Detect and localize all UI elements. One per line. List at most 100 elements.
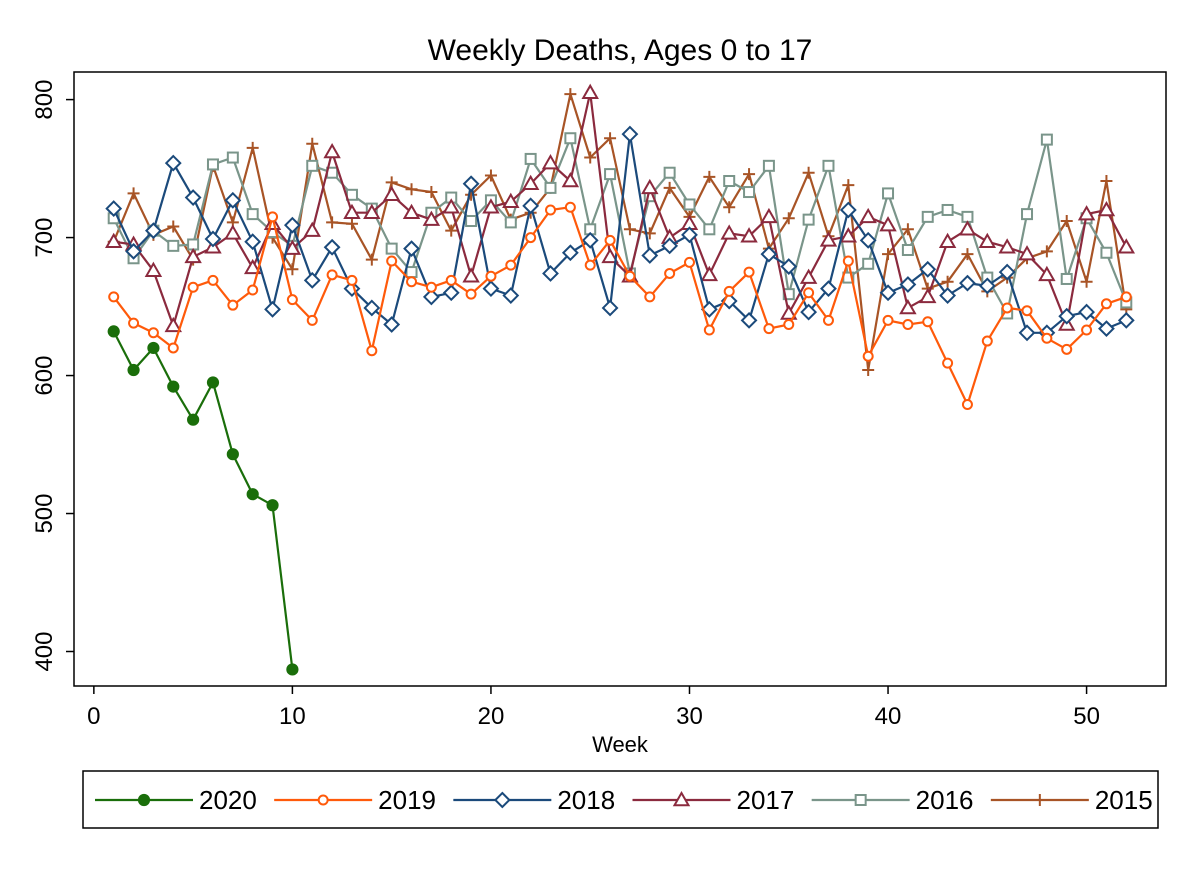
data-point — [402, 203, 421, 219]
data-point — [323, 143, 341, 159]
data-point — [306, 314, 318, 326]
data-point — [882, 314, 894, 326]
data-point — [561, 244, 579, 262]
data-point — [723, 175, 736, 188]
data-point — [1080, 275, 1093, 288]
data-point — [621, 125, 639, 143]
data-point — [919, 287, 937, 304]
data-point — [942, 357, 954, 369]
data-point — [780, 304, 798, 320]
data-point — [105, 200, 123, 218]
data-point — [147, 341, 160, 355]
data-point — [465, 288, 477, 300]
data-point — [127, 363, 140, 377]
data-point — [683, 198, 696, 211]
data-point — [366, 345, 378, 357]
data-point — [107, 325, 120, 338]
data-point — [1098, 320, 1115, 338]
data-point — [541, 154, 560, 170]
data-point — [386, 255, 398, 267]
legend: 2020 2019 2018 2017 2016 2015 — [82, 770, 1159, 829]
data-point — [283, 239, 302, 255]
data-point — [442, 198, 460, 214]
data-point — [385, 242, 398, 255]
data-point — [1117, 311, 1135, 329]
data-point — [521, 174, 540, 191]
legend-item-2017: 2017 — [632, 785, 794, 815]
series-line-2019 — [112, 206, 1127, 406]
data-point — [1117, 238, 1136, 254]
data-point — [346, 274, 358, 286]
series-line-2017 — [113, 91, 1128, 327]
data-point — [184, 247, 202, 264]
data-point — [862, 350, 874, 362]
series-line-2018 — [112, 133, 1127, 334]
data-point — [382, 185, 401, 202]
data-point — [1033, 794, 1046, 806]
x-tick-label: 20 — [478, 703, 505, 730]
data-point — [802, 213, 815, 226]
data-point — [345, 188, 358, 201]
data-point — [164, 316, 182, 333]
data-point — [938, 232, 957, 248]
data-point — [326, 216, 339, 229]
data-point — [839, 201, 857, 219]
data-point — [644, 291, 656, 303]
data-point — [406, 276, 418, 288]
data-point — [901, 223, 914, 236]
data-point — [919, 260, 937, 278]
data-point — [800, 303, 818, 321]
data-point — [383, 316, 401, 333]
data-point — [743, 186, 756, 199]
data-point — [244, 233, 262, 251]
data-point — [1038, 265, 1056, 282]
data-point — [247, 284, 259, 296]
data-point — [564, 88, 577, 101]
data-point — [584, 259, 596, 271]
data-point — [763, 323, 775, 335]
data-point — [1018, 324, 1036, 342]
data-point — [899, 298, 917, 315]
data-point — [641, 247, 659, 264]
data-point — [664, 267, 676, 279]
data-point — [822, 159, 835, 172]
data-point — [422, 288, 440, 306]
data-point — [505, 259, 517, 271]
data-point — [839, 227, 858, 243]
data-point — [1040, 245, 1053, 258]
legend-label: 2019 — [378, 785, 436, 815]
data-point — [623, 223, 636, 236]
data-point — [760, 207, 778, 224]
data-point — [720, 224, 738, 240]
y-tick-label: 700 — [31, 218, 58, 258]
data-point — [125, 242, 142, 260]
data-point — [144, 261, 163, 277]
data-point — [760, 245, 778, 263]
data-point — [672, 790, 691, 807]
data-point — [842, 255, 854, 267]
y-tick-label: 500 — [31, 494, 58, 534]
data-point — [604, 132, 617, 145]
data-point — [820, 280, 837, 298]
data-point — [641, 178, 659, 195]
data-point — [941, 203, 954, 216]
data-point — [902, 318, 914, 330]
y-tick-label: 800 — [31, 80, 58, 120]
data-point — [740, 311, 758, 329]
legend-item-2019: 2019 — [274, 785, 436, 815]
data-point — [167, 239, 180, 252]
data-point — [604, 168, 617, 181]
data-point — [762, 159, 775, 172]
data-point — [137, 793, 151, 807]
data-point — [998, 263, 1016, 281]
data-point — [700, 300, 718, 318]
series-2018 — [105, 125, 1135, 342]
data-point — [661, 237, 679, 255]
legend-frame — [82, 770, 1159, 829]
series-2020 — [107, 325, 299, 676]
data-point — [445, 274, 457, 286]
data-point — [363, 299, 381, 317]
data-point — [922, 316, 934, 328]
data-point — [882, 187, 895, 200]
data-point — [226, 448, 239, 461]
